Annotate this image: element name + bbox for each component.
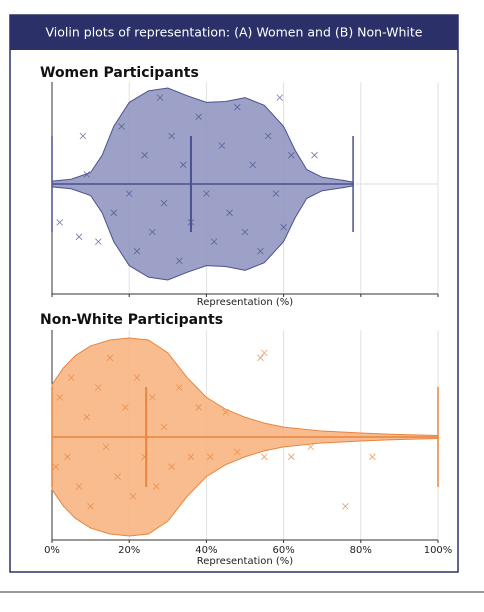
point xyxy=(264,132,272,140)
chart-title: Women Participants xyxy=(40,65,199,81)
x-tick-label: 100% xyxy=(424,545,453,556)
point xyxy=(176,384,183,391)
x-axis-label: Representation (%) xyxy=(197,297,294,308)
point xyxy=(118,123,125,130)
point xyxy=(95,384,102,391)
point xyxy=(179,161,187,169)
point xyxy=(156,94,164,101)
point xyxy=(241,228,249,236)
header-bar xyxy=(10,15,458,50)
point xyxy=(257,247,264,255)
point xyxy=(83,171,91,178)
point xyxy=(288,151,295,159)
point xyxy=(222,408,229,416)
point xyxy=(160,423,168,431)
point xyxy=(257,354,264,362)
point xyxy=(176,257,183,265)
point xyxy=(95,238,102,245)
point xyxy=(75,483,83,490)
point xyxy=(210,238,218,245)
point xyxy=(342,503,349,510)
point xyxy=(261,453,268,461)
x-tick-label: 60% xyxy=(272,545,294,556)
x-axis-label: Representation (%) xyxy=(197,556,294,567)
header-title: Violin plots of representation: (A) Wome… xyxy=(46,25,423,40)
point xyxy=(203,190,210,197)
point xyxy=(369,453,376,461)
point xyxy=(122,404,129,411)
point xyxy=(249,161,257,169)
point xyxy=(168,132,175,140)
point xyxy=(125,190,133,197)
point xyxy=(206,453,214,461)
point xyxy=(110,209,118,217)
point xyxy=(195,113,202,121)
point xyxy=(226,209,233,217)
point xyxy=(307,443,314,451)
x-tick-label: 40% xyxy=(195,545,217,556)
point xyxy=(288,453,295,461)
point xyxy=(187,453,195,461)
point xyxy=(133,247,141,255)
x-tick-label: 0% xyxy=(44,545,60,556)
point xyxy=(52,463,60,470)
point xyxy=(87,503,94,510)
point xyxy=(79,132,87,140)
x-tick-label: 80% xyxy=(350,545,372,556)
chart-title: Non-White Participants xyxy=(40,312,223,328)
point xyxy=(152,483,160,490)
point xyxy=(276,94,284,101)
point xyxy=(311,151,318,159)
point xyxy=(218,142,226,149)
point xyxy=(133,374,141,381)
point xyxy=(233,448,241,456)
point xyxy=(149,228,156,236)
point xyxy=(141,151,148,159)
point xyxy=(160,199,168,207)
point xyxy=(68,374,75,381)
point xyxy=(114,473,121,480)
point xyxy=(83,413,91,421)
point xyxy=(102,443,110,451)
point xyxy=(75,233,83,241)
point xyxy=(280,223,287,231)
point xyxy=(129,493,137,500)
point xyxy=(195,404,202,411)
point xyxy=(64,453,71,461)
point xyxy=(272,190,280,197)
point xyxy=(168,463,175,470)
point xyxy=(149,394,156,401)
point xyxy=(56,219,64,226)
point xyxy=(106,354,114,362)
x-tick-label: 20% xyxy=(118,545,140,556)
point xyxy=(56,394,64,401)
point xyxy=(261,349,268,357)
point xyxy=(233,103,241,111)
